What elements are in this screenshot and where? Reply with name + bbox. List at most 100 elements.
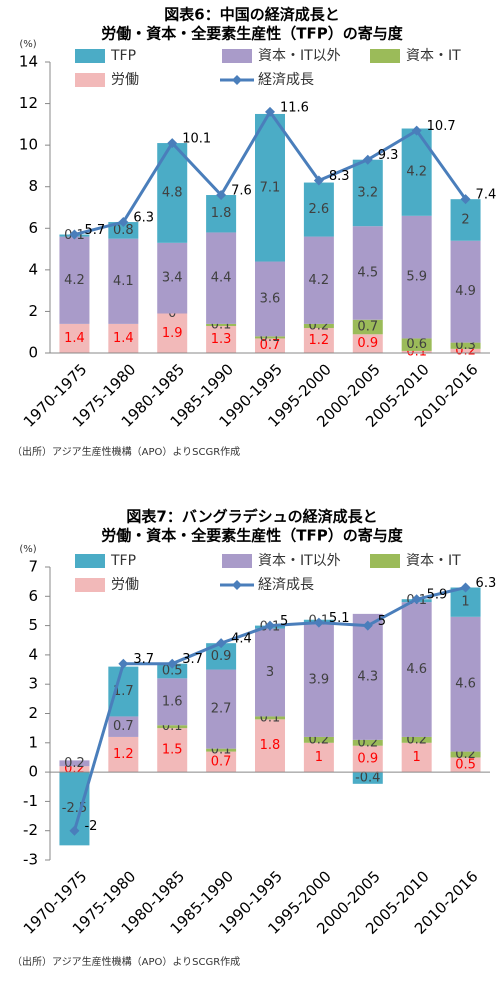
value-label: 1.9 (162, 326, 183, 341)
bar-segment (303, 182, 334, 237)
legend-label: 資本・IT (406, 553, 461, 569)
value-label: 1.4 (64, 331, 85, 346)
bar-segment (450, 240, 481, 343)
bar-segment (401, 350, 432, 353)
value-label: 4.4 (211, 271, 232, 286)
value-label: 11.6 (280, 100, 309, 115)
value-label: 9.3 (378, 148, 399, 163)
value-label: 4.2 (309, 273, 330, 288)
bar-segment (303, 736, 334, 743)
value-label: 4.9 (455, 284, 476, 299)
value-label: 5.1 (329, 611, 350, 626)
marker (313, 175, 324, 186)
y-tick-label: 2 (28, 704, 38, 722)
bar-segment (157, 242, 188, 314)
value-label: 0.2 (64, 756, 85, 771)
marker (118, 658, 129, 669)
bar-segment (450, 348, 481, 353)
value-label: 1 (315, 750, 323, 765)
marker (313, 617, 324, 628)
legend-label: 経済成長 (258, 577, 314, 593)
bar-segment (255, 336, 285, 339)
legend-label: TFP (110, 48, 136, 64)
marker (460, 194, 471, 205)
value-label: 3.7 (133, 652, 154, 667)
bar-segment (450, 616, 481, 752)
value-label: 6.3 (133, 211, 154, 226)
value-label: 4.2 (406, 165, 427, 180)
bar-segment (303, 622, 334, 737)
value-label: 0.7 (260, 338, 281, 353)
value-label: 1.3 (211, 332, 232, 347)
legend-label: 資本・IT以外 (258, 48, 341, 64)
legend-swatch (75, 578, 105, 592)
chart-title: 労働・資本・全要素生産性（TFP）の寄与度 (101, 527, 403, 545)
value-label: 5.9 (427, 588, 448, 603)
bar-segment (303, 323, 334, 329)
y-axis-unit: (%) (19, 544, 36, 555)
value-label: 4.3 (357, 669, 378, 684)
source-note: （出所）アジア生産性機構（APO）よりSCGR作成 (12, 445, 240, 458)
chart-title: 図表6：中国の経済成長と (164, 6, 339, 24)
y-tick-label: -1 (23, 792, 38, 810)
legend-label: 労働 (111, 577, 139, 593)
y-tick-label: 12 (19, 94, 38, 112)
marker (265, 620, 275, 631)
bar-segment (303, 328, 334, 353)
marker (362, 620, 373, 631)
bar-segment (59, 760, 90, 767)
value-label: 4.5 (357, 265, 378, 280)
value-label: 3.4 (162, 271, 183, 286)
y-tick-label: 4 (28, 645, 38, 663)
bar-segment (108, 238, 139, 324)
value-label: 3 (266, 665, 274, 680)
value-label: 1.2 (309, 333, 330, 348)
value-label: 1.6 (162, 694, 183, 709)
marker (411, 125, 422, 136)
y-tick-label: 14 (19, 53, 38, 71)
value-label: 2 (461, 212, 469, 227)
value-label: 1.8 (211, 206, 232, 221)
value-label: 5 (378, 614, 386, 629)
bar-segment (108, 736, 139, 773)
bar-segment (255, 716, 285, 720)
legend-swatch (370, 49, 400, 63)
legend-label: TFP (110, 553, 136, 569)
bar-segment (450, 751, 481, 758)
bar-segment (450, 342, 481, 349)
y-tick-label: 0 (28, 763, 38, 781)
legend-swatch (75, 49, 105, 63)
bar-segment (206, 669, 237, 749)
value-label: -2 (84, 819, 97, 834)
value-label: 1.8 (260, 738, 281, 753)
bar-segment (255, 261, 285, 337)
value-label: 2.6 (309, 202, 330, 217)
y-tick-label: 2 (28, 302, 38, 320)
value-label: 5 (280, 614, 288, 629)
value-label: 0.9 (357, 751, 378, 766)
value-label: 1 (413, 750, 421, 765)
bar-segment (157, 725, 188, 729)
value-label: 0.7 (357, 320, 378, 335)
legend-swatch (222, 49, 252, 63)
legend-swatch (232, 75, 242, 85)
value-label: 10.1 (182, 132, 211, 147)
bar-segment (450, 199, 481, 241)
bar-segment (352, 159, 383, 227)
bar-segment (59, 323, 90, 353)
bar-segment (352, 334, 383, 353)
value-label: 4.6 (455, 677, 476, 692)
marker (216, 190, 227, 201)
marker (362, 154, 373, 165)
marker (167, 658, 178, 669)
value-label: 1 (461, 595, 469, 610)
value-label: 3.6 (260, 291, 281, 306)
y-tick-label: 7 (28, 558, 38, 576)
marker (167, 138, 178, 149)
bar-segment (401, 215, 432, 339)
y-tick-label: -2 (23, 821, 38, 839)
value-label: 1.7 (113, 684, 134, 699)
value-label: 5.7 (84, 223, 105, 238)
chart-title: 労働・資本・全要素生産性（TFP）の寄与度 (101, 25, 403, 43)
